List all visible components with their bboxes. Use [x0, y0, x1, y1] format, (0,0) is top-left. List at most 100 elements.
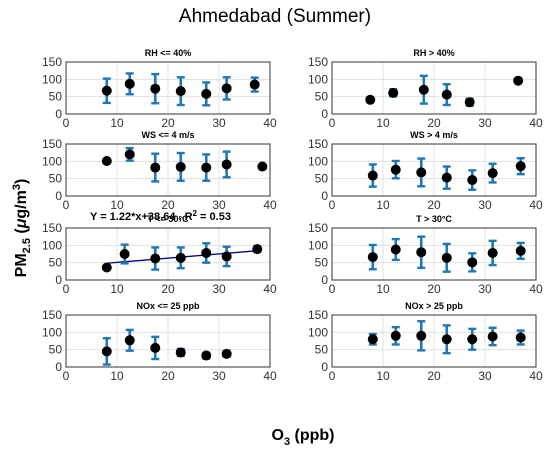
data-point: [221, 348, 232, 359]
data-point: [515, 332, 526, 343]
panel-title: NOx <= 25 ppb: [136, 301, 200, 311]
x-tick-label: 20: [161, 282, 175, 296]
y-tick-label: 0: [55, 189, 62, 203]
data-point: [487, 247, 498, 258]
data-point: [390, 164, 401, 175]
y-tick-label: 0: [321, 189, 328, 203]
y-tick-label: 100: [308, 154, 328, 168]
y-tick-label: 150: [42, 221, 62, 235]
x-tick-label: 30: [212, 369, 226, 383]
data-point: [390, 244, 401, 255]
y-tick-label: 50: [315, 172, 329, 186]
data-point: [201, 88, 212, 99]
data-point: [221, 83, 232, 94]
data-point: [175, 252, 186, 263]
y-tick-label: 100: [42, 154, 62, 168]
data-point: [388, 87, 399, 98]
data-point: [150, 162, 161, 173]
data-point: [175, 86, 186, 97]
data-point: [175, 161, 186, 172]
x-tick-label: 30: [478, 198, 492, 212]
panel-title: WS <= 4 m/s: [141, 130, 194, 140]
x-tick-label: 10: [376, 116, 390, 130]
y-tick-label: 50: [315, 90, 329, 104]
x-tick-label: 10: [110, 198, 124, 212]
x-tick-label: 30: [212, 198, 226, 212]
x-tick-label: 40: [263, 198, 277, 212]
data-point: [175, 347, 186, 358]
data-point: [464, 97, 475, 108]
data-point: [249, 79, 260, 90]
x-tick-label: 0: [329, 369, 336, 383]
data-point: [101, 155, 112, 166]
data-point: [487, 168, 498, 179]
panel-title: T <= 30°C: [147, 214, 189, 224]
y-tick-label: 150: [308, 55, 328, 69]
x-tick-label: 20: [427, 282, 441, 296]
panel-title: T > 30°C: [416, 214, 452, 224]
plot-frame: [65, 227, 271, 281]
x-tick-label: 40: [263, 282, 277, 296]
x-tick-label: 0: [63, 282, 70, 296]
y-tick-label: 0: [55, 360, 62, 374]
y-tick-label: 150: [42, 137, 62, 151]
data-point: [150, 253, 161, 264]
data-point: [124, 335, 135, 346]
x-tick-label: 0: [329, 116, 336, 130]
x-tick-label: 10: [110, 116, 124, 130]
data-point: [119, 249, 130, 259]
x-tick-label: 20: [427, 198, 441, 212]
data-point: [150, 83, 161, 94]
data-point: [487, 331, 498, 342]
y-tick-label: 50: [315, 256, 329, 270]
data-point: [101, 262, 112, 273]
panel-title: RH <= 40%: [145, 48, 192, 58]
x-tick-label: 0: [329, 198, 336, 212]
x-tick-label: 10: [376, 369, 390, 383]
plot-frame: [65, 61, 271, 115]
x-tick-label: 40: [529, 198, 543, 212]
x-tick-label: 0: [329, 282, 336, 296]
y-axis-label: PM2.5 (μg/m3): [11, 179, 33, 278]
plot-frame: [65, 314, 271, 368]
data-point: [101, 346, 112, 357]
data-point: [441, 89, 452, 100]
y-tick-label: 100: [308, 238, 328, 252]
data-point: [390, 330, 401, 341]
y-tick-label: 150: [308, 137, 328, 151]
y-tick-label: 50: [315, 343, 329, 357]
y-tick-label: 0: [55, 107, 62, 121]
data-point: [441, 334, 452, 345]
plot-frame: [331, 61, 537, 115]
data-point: [201, 247, 212, 258]
y-tick-label: 150: [42, 55, 62, 69]
y-tick-label: 0: [321, 360, 328, 374]
x-tick-label: 40: [529, 369, 543, 383]
data-point: [418, 84, 429, 95]
y-tick-label: 50: [49, 343, 63, 357]
data-point: [221, 251, 232, 262]
data-point: [467, 175, 478, 186]
data-point: [416, 247, 427, 258]
data-point: [441, 172, 452, 183]
x-tick-label: 30: [478, 369, 492, 383]
y-tick-label: 100: [42, 325, 62, 339]
y-tick-label: 150: [308, 221, 328, 235]
x-tick-label: 40: [529, 282, 543, 296]
panel-title: WS > 4 m/s: [410, 130, 458, 140]
data-point: [441, 252, 452, 263]
data-point: [515, 245, 526, 256]
data-point: [257, 161, 268, 172]
y-tick-label: 0: [55, 273, 62, 287]
data-point: [515, 161, 526, 172]
x-tick-label: 20: [161, 369, 175, 383]
x-tick-label: 10: [376, 282, 390, 296]
data-point: [252, 244, 263, 255]
